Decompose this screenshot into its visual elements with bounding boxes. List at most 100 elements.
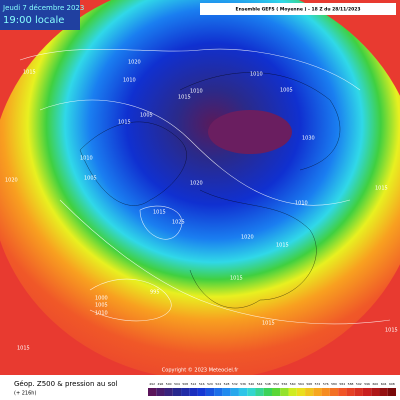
scale-label: 508 bbox=[182, 382, 188, 386]
coastlines bbox=[79, 72, 341, 309]
date-box bbox=[0, 0, 80, 30]
isobar-label: 1010 bbox=[95, 311, 108, 317]
scale-swatch bbox=[205, 388, 215, 396]
scale-label: 584 bbox=[339, 382, 345, 386]
isobar-label: 1025 bbox=[172, 220, 185, 226]
scale-label: 512 bbox=[191, 382, 197, 386]
scale-swatch bbox=[387, 388, 396, 396]
scale-swatch bbox=[362, 388, 372, 396]
isobar-label: 1010 bbox=[123, 78, 136, 84]
scale-swatch bbox=[172, 388, 182, 396]
isobar-label: 1015 bbox=[17, 346, 30, 352]
scale-swatch bbox=[379, 388, 388, 396]
isobars bbox=[19, 48, 391, 325]
scale-swatch bbox=[189, 388, 198, 396]
isobar-label: 1015 bbox=[375, 186, 388, 192]
scale-swatch bbox=[164, 388, 173, 396]
isobar-label: 1010 bbox=[190, 89, 203, 95]
scale-label: 536 bbox=[240, 382, 246, 386]
scale-label: 524 bbox=[215, 382, 221, 386]
scale-swatch bbox=[214, 388, 223, 396]
scale-label: 500 bbox=[166, 382, 172, 386]
isobar-label: 1020 bbox=[190, 181, 203, 187]
isobar-label: 1010 bbox=[250, 72, 263, 78]
scale-swatch bbox=[156, 388, 165, 396]
scale-label: 568 bbox=[306, 382, 312, 386]
isobar-label: 1015 bbox=[385, 328, 398, 334]
scale-label: 608 bbox=[389, 382, 395, 386]
scale-label: 556 bbox=[282, 382, 288, 386]
lead-time: (+ 216h) bbox=[14, 391, 36, 397]
scale-label: 560 bbox=[290, 382, 296, 386]
isobar-label: 1015 bbox=[230, 276, 243, 282]
low-center bbox=[208, 110, 292, 154]
scale-label: 580 bbox=[331, 382, 337, 386]
time: 19:00 locale bbox=[3, 15, 64, 26]
scale-swatch bbox=[338, 388, 347, 396]
isobar-label: 995 bbox=[150, 290, 160, 296]
isobar-label: 1005 bbox=[95, 303, 108, 309]
isobar-label: 1015 bbox=[178, 95, 191, 101]
scale-swatch bbox=[263, 388, 272, 396]
isobar-label: 1005 bbox=[280, 88, 293, 94]
scale-label: 548 bbox=[265, 382, 271, 386]
scale-swatch bbox=[197, 388, 206, 396]
scale-swatch bbox=[296, 388, 306, 396]
isobar-label: 1030 bbox=[302, 136, 315, 142]
scale-label: 520 bbox=[207, 382, 213, 386]
model-title: Ensemble GEFS ( Moyenne ) - 18 Z du 28/1… bbox=[236, 7, 361, 13]
scale-label: 532 bbox=[232, 382, 238, 386]
isobar-label: 1020 bbox=[128, 60, 141, 66]
scale-swatch bbox=[321, 388, 330, 396]
scale-label: 516 bbox=[199, 382, 205, 386]
scale-label: 492 bbox=[149, 382, 155, 386]
scale-label: 576 bbox=[323, 382, 329, 386]
scale-swatch bbox=[313, 388, 322, 396]
scale-label: 572 bbox=[315, 382, 321, 386]
scale-swatch bbox=[280, 388, 289, 396]
scale-swatch bbox=[354, 388, 363, 396]
scale-swatch bbox=[329, 388, 339, 396]
isobar-label: 1015 bbox=[118, 120, 131, 126]
scale-swatch bbox=[272, 388, 281, 396]
scale-swatch bbox=[371, 388, 380, 396]
scale-swatch bbox=[247, 388, 256, 396]
scale-swatch bbox=[305, 388, 314, 396]
isobar-label: 1020 bbox=[5, 178, 18, 184]
scale-label: 544 bbox=[257, 382, 263, 386]
isobar-label: 1015 bbox=[23, 70, 36, 76]
copyright: Copyright © 2023 Meteociel.fr bbox=[162, 367, 239, 374]
scale-swatch bbox=[238, 388, 248, 396]
scale-swatch bbox=[288, 388, 297, 396]
scale-swatch bbox=[230, 388, 239, 396]
model-box bbox=[200, 3, 396, 15]
isobar-label: 1020 bbox=[241, 235, 254, 241]
scale-label: 588 bbox=[348, 382, 354, 386]
scale-swatch bbox=[222, 388, 231, 396]
scale-swatch bbox=[346, 388, 355, 396]
isobar-label: 1010 bbox=[295, 201, 308, 207]
scale-label: 604 bbox=[381, 382, 387, 386]
scale-label: 496 bbox=[158, 382, 164, 386]
scale-label: 564 bbox=[298, 382, 304, 386]
scale-label: 596 bbox=[364, 382, 370, 386]
scale-label: 552 bbox=[273, 382, 279, 386]
isobar-label: 1015 bbox=[276, 243, 289, 249]
isobar-label: 1015 bbox=[262, 321, 275, 327]
scale-label: 600 bbox=[372, 382, 378, 386]
date: Jeudi 7 décembre 2023 bbox=[2, 4, 84, 12]
isobar-label: 1005 bbox=[140, 113, 153, 119]
scale-label: 528 bbox=[224, 382, 230, 386]
field-name: Géop. Z500 & pression au sol bbox=[14, 380, 118, 388]
scale-label: 504 bbox=[174, 382, 180, 386]
scale-label: 592 bbox=[356, 382, 362, 386]
scale-label: 540 bbox=[248, 382, 254, 386]
isobar-label: 1010 bbox=[80, 156, 93, 162]
isobar-label: 1005 bbox=[84, 176, 97, 182]
scale-swatch bbox=[255, 388, 264, 396]
isobar-label: 1015 bbox=[153, 210, 166, 216]
scale-swatch bbox=[148, 388, 157, 396]
isobar-label: 1000 bbox=[95, 296, 108, 302]
scale-swatch bbox=[181, 388, 190, 396]
